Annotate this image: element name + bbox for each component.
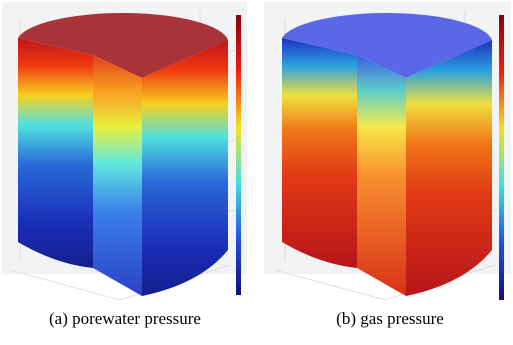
outer-surface bbox=[406, 40, 492, 296]
colorbar bbox=[236, 15, 241, 295]
top-face bbox=[18, 12, 228, 78]
panel-b bbox=[264, 2, 511, 301]
outer-surface bbox=[282, 38, 357, 268]
caption: (a) porewater pressure bbox=[49, 309, 201, 328]
caption: (b) gas pressure bbox=[336, 309, 444, 328]
colorbar bbox=[499, 15, 504, 300]
outer-surface bbox=[142, 40, 228, 296]
top-face bbox=[282, 12, 492, 78]
cut-face bbox=[357, 55, 406, 296]
outer-surface bbox=[18, 38, 93, 268]
cut-face bbox=[93, 55, 142, 296]
panel-a bbox=[2, 2, 247, 301]
